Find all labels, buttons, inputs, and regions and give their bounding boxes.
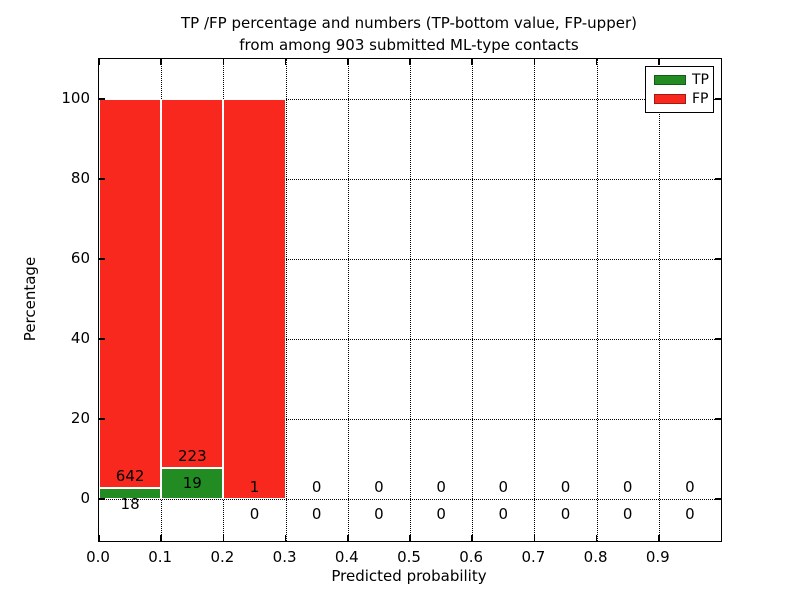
x-gridline: [347, 59, 349, 541]
x-tick-label: 0.9: [645, 548, 670, 566]
bar-fp: [223, 99, 286, 499]
x-tick-label: 0.5: [397, 548, 421, 566]
x-tick-mark: [595, 59, 598, 65]
x-tick-mark: [347, 535, 349, 541]
x-tick-mark: [284, 59, 287, 65]
x-tick-mark: [471, 535, 473, 541]
fp-count-label: 0: [498, 478, 509, 496]
bar-tp: [99, 488, 162, 499]
legend-label: FP: [692, 91, 709, 108]
y-tick-mark: [715, 258, 721, 260]
legend: TP FP: [645, 66, 714, 113]
tp-count-label: 0: [622, 505, 633, 523]
legend-swatch-tp: [654, 74, 686, 85]
tp-count-label: 0: [498, 505, 509, 523]
y-tick-mark: [99, 178, 105, 180]
x-tick-mark: [471, 59, 473, 65]
x-tick-mark: [222, 535, 225, 541]
x-tick-label: 0.0: [86, 548, 110, 566]
y-tick-label: 20: [70, 409, 90, 427]
legend-entry: FP: [646, 92, 713, 106]
y-tick-label: 80: [70, 169, 90, 187]
y-tick-mark: [715, 178, 721, 180]
y-tick-label: 60: [70, 249, 90, 267]
fp-count-label: 642: [115, 467, 145, 486]
x-tick-mark: [409, 59, 411, 65]
fp-count-label: 0: [436, 478, 446, 496]
tp-count-label: 0: [311, 505, 322, 523]
y-tick-mark: [715, 498, 721, 500]
x-tick-label: 0.3: [272, 548, 297, 566]
x-tick-mark: [533, 59, 536, 65]
y-tick-label: 40: [70, 329, 90, 347]
y-tick-mark: [715, 98, 721, 100]
plot-area: 642 18 223 19 1 0 0 0 0 0 0 0 0 0 0 0 0 0 0 0: [98, 58, 722, 542]
fp-count-label: 0: [374, 478, 384, 496]
x-tick-mark: [595, 535, 598, 541]
x-tick-mark: [98, 59, 100, 65]
chart-title-line1: TP /FP percentage and numbers (TP-bottom…: [181, 14, 637, 32]
x-tick-mark: [160, 535, 162, 541]
x-tick-mark: [160, 59, 162, 65]
y-tick-mark: [99, 418, 105, 420]
x-gridline: [658, 59, 660, 541]
fp-count-label: 0: [685, 478, 695, 496]
y-axis-label: Percentage: [21, 256, 39, 342]
x-gridline: [534, 59, 536, 541]
x-tick-mark: [222, 59, 225, 65]
x-axis-label: Predicted probability: [331, 567, 487, 585]
x-tick-label: 0.1: [148, 548, 173, 566]
tp-count-label: 0: [685, 505, 695, 523]
legend-entry: TP: [646, 73, 713, 87]
tp-count-label: 0: [436, 505, 446, 523]
legend-label: TP: [692, 71, 709, 88]
bar-fp: [99, 99, 162, 489]
x-tick-mark: [409, 535, 411, 541]
fp-count-label: 223: [177, 446, 207, 465]
y-tick-mark: [99, 258, 105, 260]
bar-fp: [161, 99, 224, 468]
y-tick-label: 0: [80, 489, 90, 507]
fp-count-label: 0: [311, 478, 322, 496]
tp-count-label: 19: [182, 474, 202, 493]
x-tick-mark: [347, 59, 349, 65]
x-tick-mark: [98, 535, 100, 541]
tp-count-label: 0: [560, 505, 571, 523]
x-tick-label: 0.2: [210, 548, 235, 566]
x-gridline: [472, 59, 474, 541]
bar-tp: [161, 467, 224, 499]
y-tick-mark: [99, 498, 105, 500]
fp-count-label: 0: [622, 478, 633, 496]
x-tick-mark: [533, 535, 536, 541]
tp-count-label: 0: [374, 505, 384, 523]
fp-count-label: 0: [560, 478, 571, 496]
y-tick-label: 100: [61, 89, 90, 107]
tp-count-label: 0: [249, 505, 260, 523]
x-gridline: [285, 59, 287, 541]
legend-swatch-fp: [654, 94, 686, 105]
x-tick-label: 0.8: [583, 548, 608, 566]
chart-title: TP /FP percentage and numbers (TP-bottom…: [98, 12, 720, 56]
y-tick-mark: [99, 98, 105, 100]
x-tick-mark: [658, 535, 660, 541]
x-gridline: [410, 59, 411, 541]
chart-title-line2: from among 903 submitted ML-type contact…: [239, 36, 579, 54]
y-tick-mark: [715, 338, 721, 340]
fp-count-label: 1: [249, 478, 260, 496]
tp-count-label: 18: [120, 495, 140, 513]
x-gridline: [596, 59, 598, 541]
x-tick-label: 0.6: [459, 548, 484, 566]
x-tick-mark: [284, 535, 287, 541]
x-tick-label: 0.7: [521, 548, 546, 566]
y-tick-mark: [99, 338, 105, 340]
y-tick-mark: [715, 418, 721, 420]
x-tick-mark: [658, 59, 660, 65]
x-tick-label: 0.4: [334, 548, 359, 566]
